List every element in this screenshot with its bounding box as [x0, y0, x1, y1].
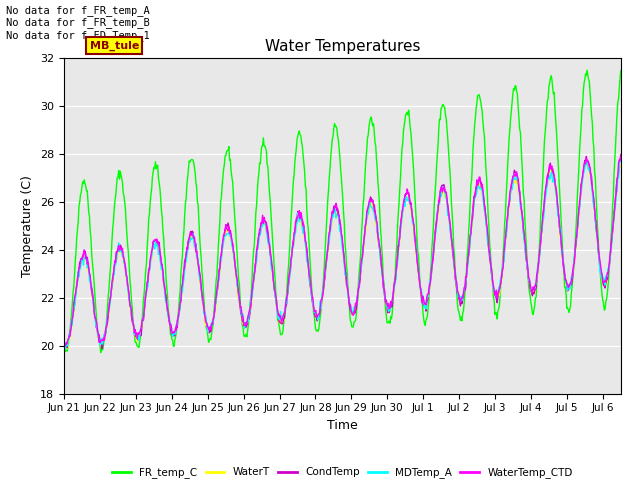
WaterTemp_CTD [474, 182, 481, 188]
CondTemp [460, 287, 468, 293]
WaterT [139, 320, 147, 326]
WaterTemp_CTD [63, 340, 71, 346]
MDTemp_A [460, 289, 467, 295]
WaterTemp_CTD [319, 288, 327, 294]
CondTemp [60, 346, 68, 351]
CondTemp [298, 216, 306, 222]
WaterT [474, 181, 481, 187]
Line: CondTemp: CondTemp [64, 155, 621, 348]
WaterTemp_CTD [460, 285, 468, 290]
WaterTemp_CTD [298, 219, 306, 225]
WaterTemp_CTD [61, 343, 68, 349]
Line: WaterT: WaterT [64, 163, 621, 349]
WaterT [617, 162, 625, 168]
MDTemp_A [63, 340, 70, 346]
WaterTemp_CTD [139, 316, 147, 322]
FR_temp_C [63, 346, 70, 351]
CondTemp [319, 288, 327, 294]
WaterT [460, 289, 468, 295]
FR_temp_C [97, 349, 104, 355]
FR_temp_C [139, 310, 147, 315]
Text: MB_tule: MB_tule [90, 41, 139, 51]
WaterT [63, 345, 71, 351]
Line: MDTemp_A: MDTemp_A [64, 161, 621, 349]
Legend: FR_temp_C, WaterT, CondTemp, MDTemp_A, WaterTemp_CTD: FR_temp_C, WaterT, CondTemp, MDTemp_A, W… [108, 463, 577, 480]
MDTemp_A [617, 158, 625, 164]
Text: No data for f_FR_temp_A
No data for f_FR_temp_B
No data for f_FD_Temp_1: No data for f_FR_temp_A No data for f_FR… [6, 5, 150, 41]
MDTemp_A [138, 320, 146, 326]
Line: FR_temp_C: FR_temp_C [64, 70, 621, 352]
WaterT [60, 342, 68, 348]
FR_temp_C [460, 300, 468, 306]
MDTemp_A [473, 189, 481, 194]
CondTemp [139, 316, 147, 322]
Line: WaterTemp_CTD: WaterTemp_CTD [64, 157, 621, 346]
CondTemp [63, 339, 70, 345]
X-axis label: Time: Time [327, 419, 358, 432]
WaterT [298, 219, 306, 225]
WaterTemp_CTD [617, 154, 625, 160]
MDTemp_A [298, 213, 305, 218]
FR_temp_C [60, 345, 68, 350]
CondTemp [617, 152, 625, 157]
FR_temp_C [583, 67, 591, 73]
FR_temp_C [474, 93, 481, 98]
CondTemp [99, 346, 106, 351]
Y-axis label: Temperature (C): Temperature (C) [22, 175, 35, 276]
WaterT [319, 288, 327, 294]
FR_temp_C [319, 280, 327, 286]
CondTemp [474, 180, 481, 185]
FR_temp_C [617, 68, 625, 73]
FR_temp_C [298, 144, 306, 149]
WaterT [582, 160, 590, 166]
Title: Water Temperatures: Water Temperatures [265, 39, 420, 54]
MDTemp_A [319, 289, 326, 295]
WaterTemp_CTD [60, 338, 68, 344]
WaterT [63, 346, 70, 352]
MDTemp_A [60, 347, 68, 352]
